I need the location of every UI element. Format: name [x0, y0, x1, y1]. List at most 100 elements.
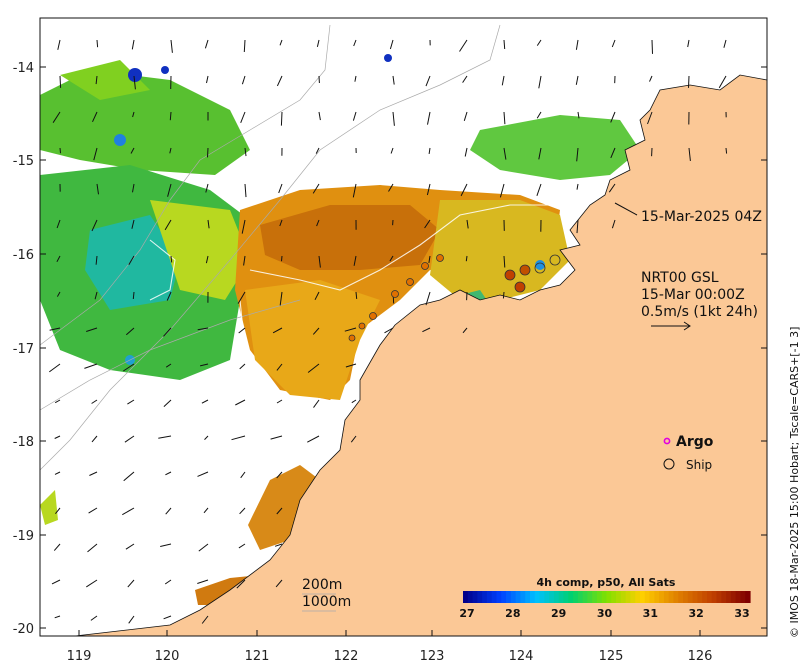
current-vector: [86, 579, 98, 588]
colorbar-segment: [496, 591, 502, 603]
colorbar-segment: [616, 591, 622, 603]
current-vector: [54, 471, 61, 475]
colorbar-segment: [525, 591, 531, 603]
sst-patch-west-yellow: [150, 200, 250, 300]
current-info-line1: NRT00 GSL: [641, 270, 719, 286]
current-vector: [91, 219, 98, 232]
ship-marker: [421, 262, 429, 270]
colorbar-segment: [568, 591, 574, 603]
current-vector: [133, 75, 136, 90]
sst-patch-warm-south: [245, 280, 380, 400]
current-vector: [274, 543, 283, 547]
current-vector: [502, 291, 505, 299]
current-vector: [243, 39, 246, 53]
current-vector: [125, 327, 135, 336]
lon-tick-label: 123: [420, 649, 445, 664]
ship-legend-label: Ship: [686, 458, 712, 472]
colorbar-segment: [644, 591, 651, 603]
current-vector: [207, 147, 209, 158]
current-vector: [345, 363, 357, 368]
current-vector: [536, 39, 542, 46]
contour-1000m: [39, 24, 501, 471]
current-vector: [688, 147, 691, 161]
lat-tick-label: -19: [13, 529, 34, 544]
current-vector: [51, 579, 61, 585]
colorbar-segment: [735, 591, 742, 603]
current-vector: [576, 183, 579, 190]
current-vector: [384, 327, 394, 334]
current-vector: [124, 435, 135, 443]
current-vector: [243, 255, 246, 266]
sst-cold-speck: [535, 260, 545, 270]
colorbar-segment: [726, 591, 732, 603]
current-vector: [314, 291, 320, 301]
colorbar-label: 29: [551, 607, 566, 620]
current-vector: [278, 183, 283, 194]
current-vector: [199, 363, 209, 367]
colorbar-segment: [573, 591, 579, 603]
current-vector: [688, 75, 690, 88]
current-vector: [352, 183, 357, 198]
current-vector: [425, 291, 431, 306]
current-vector: [353, 255, 357, 266]
current-vector: [53, 543, 61, 551]
current-vector: [165, 471, 172, 476]
sst-cold-speck: [114, 134, 126, 146]
current-vector: [169, 111, 172, 121]
ship-marker: [369, 312, 377, 320]
current-vector: [503, 255, 506, 268]
current-vector: [499, 183, 505, 198]
current-vector: [197, 327, 209, 331]
sst-patch-hot: [260, 205, 440, 270]
current-vector: [725, 147, 728, 154]
current-vector: [84, 363, 98, 369]
current-vector: [651, 39, 653, 54]
current-vector: [96, 183, 99, 195]
colorbar-segment: [472, 591, 478, 603]
lon-tick-label: 125: [599, 649, 624, 664]
current-vector: [312, 327, 320, 335]
current-vector: [201, 399, 209, 404]
current-vector: [54, 399, 61, 404]
colorbar-segment: [697, 591, 703, 603]
current-vector: [127, 579, 135, 588]
current-vector: [123, 363, 135, 372]
colorbar-segment: [716, 591, 722, 603]
current-vector: [316, 219, 320, 227]
colorbar-segment: [721, 591, 727, 603]
colorbar-labels: 27 28 29 30 31 32 33: [459, 607, 749, 620]
current-vector: [279, 219, 283, 227]
current-vector: [503, 111, 506, 125]
current-vector: [170, 255, 173, 263]
sst-patch-west-cool: [85, 215, 180, 310]
current-vector: [464, 147, 468, 157]
colorbar-segment: [711, 591, 718, 603]
current-vector: [422, 327, 431, 333]
scale-arrow: [651, 321, 691, 331]
lat-tick-label: -15: [13, 154, 34, 169]
current-vector: [59, 147, 61, 154]
lat-axis: -14 -15 -16 -17 -18 -19 -20: [13, 61, 767, 637]
current-vector: [92, 111, 98, 123]
current-vector: [158, 435, 172, 439]
current-vector: [428, 255, 431, 263]
current-vector: [501, 75, 505, 86]
colorbar-label: 33: [734, 607, 749, 620]
current-vector: [197, 579, 209, 584]
current-vector: [131, 219, 135, 229]
current-vector: [130, 147, 135, 154]
colorbar-segment: [486, 591, 493, 603]
sst-cold-speck: [128, 68, 142, 82]
colorbar-segment: [544, 591, 550, 603]
current-vector: [426, 183, 431, 196]
colorbar-segment: [534, 591, 541, 603]
current-vector: [125, 543, 135, 550]
current-vector: [240, 471, 246, 479]
current-vector: [132, 291, 135, 300]
current-vector: [351, 399, 357, 404]
colorbar-segment: [649, 591, 655, 603]
colorbar-segment: [491, 591, 498, 603]
ship-marker: [358, 322, 366, 330]
colorbar-segment: [683, 591, 689, 603]
